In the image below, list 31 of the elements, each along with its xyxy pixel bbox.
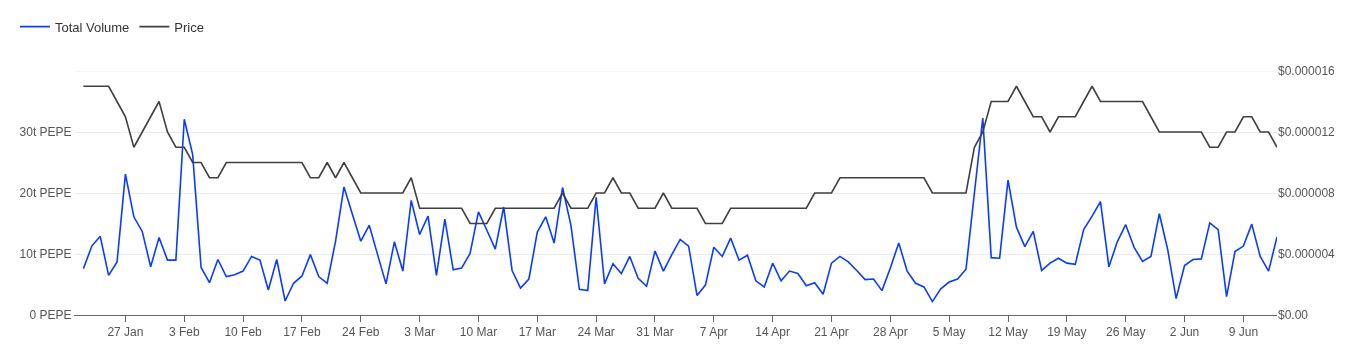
- x-tick-label: 17 Feb: [283, 325, 321, 340]
- y-tick-label: 20t PEPE: [19, 186, 72, 201]
- x-tick-label: 24 Mar: [577, 325, 615, 340]
- x-tick-label: 10 Mar: [459, 325, 498, 340]
- x-tick-label: 9 Jun: [1228, 325, 1259, 340]
- y-tick-label: 0 PEPE: [29, 308, 72, 323]
- y2-tick-label: $0.00: [1278, 308, 1309, 323]
- legend-label: Price: [174, 19, 204, 35]
- y2-tick-label: $0.000012: [1278, 125, 1336, 140]
- y-tick-label: 30t PEPE: [19, 125, 72, 140]
- x-tick-label: 31 Mar: [636, 325, 674, 340]
- x-tick-label: 5 May: [932, 325, 966, 340]
- x-tick-label: 12 May: [988, 325, 1028, 340]
- x-tick-label: 24 Feb: [342, 325, 380, 340]
- legend-label: Total Volume: [54, 19, 130, 35]
- x-tick-label: 27 Jan: [107, 325, 144, 340]
- x-tick-label: 3 Mar: [404, 325, 435, 340]
- x-tick-label: 21 Apr: [814, 325, 849, 340]
- x-tick-label: 28 Apr: [872, 325, 908, 340]
- x-tick-label: 2 Jun: [1169, 325, 1200, 340]
- x-tick-label: 19 May: [1047, 325, 1087, 340]
- y-tick-label: 10t PEPE: [19, 247, 72, 262]
- y2-tick-label: $0.000008: [1278, 186, 1336, 201]
- x-tick-label: 7 Apr: [699, 325, 728, 340]
- x-tick-label: 17 Mar: [518, 325, 556, 340]
- x-tick-label: 14 Apr: [755, 325, 791, 340]
- x-tick-label: 10 Feb: [224, 325, 263, 340]
- x-tick-label: 3 Feb: [168, 325, 200, 340]
- y2-tick-label: $0.000004: [1278, 247, 1336, 262]
- x-tick-label: 26 May: [1106, 325, 1146, 340]
- y2-tick-label: $0.000016: [1278, 64, 1336, 79]
